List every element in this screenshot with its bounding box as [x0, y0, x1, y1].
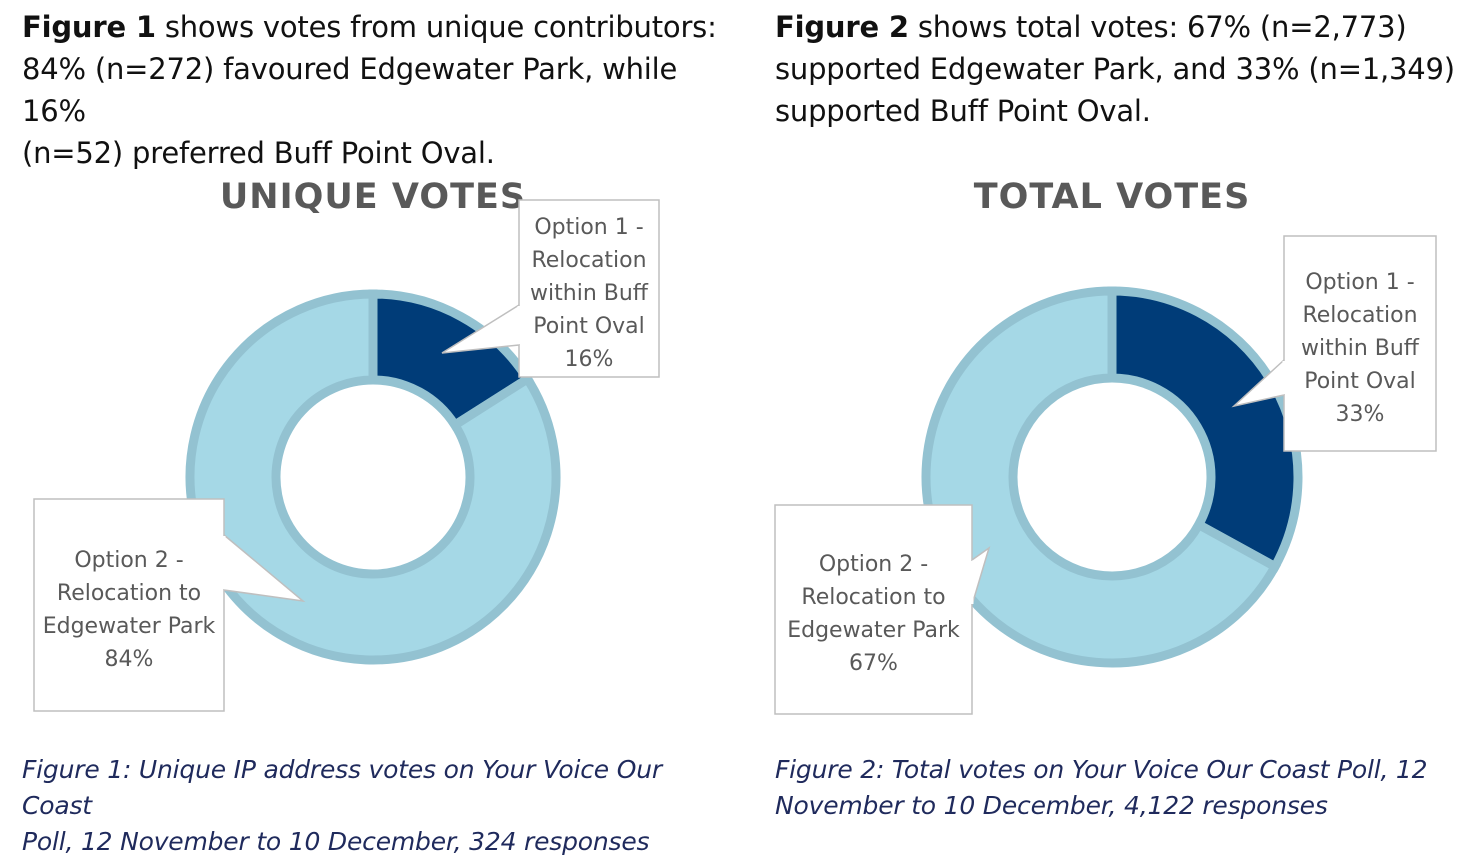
data-label-text: Edgewater Park	[787, 618, 960, 643]
data-label-text: Relocation	[531, 248, 646, 273]
label-box	[33, 498, 225, 712]
caption-line: November to 10 December, 4,122 responses	[775, 791, 1328, 820]
intro-line: supported Edgewater Park, and 33% (n=1,3…	[775, 52, 1455, 86]
data-label-text: Option 2 -	[819, 552, 928, 577]
intro-line: Figure 1 shows votes from unique contrib…	[22, 6, 722, 48]
data-label-text: Point Oval	[533, 314, 645, 339]
data-label-text: Relocation	[1302, 303, 1417, 328]
slice-option-1	[1107, 286, 1303, 573]
label-pointer	[223, 534, 306, 603]
data-label-option-1: Option 1 - Relocation within Buff Point Ova…	[441, 199, 660, 378]
data-label-text: Option 1 -	[534, 215, 643, 240]
data-label-text: within Buff	[530, 281, 649, 306]
data-label-option-1: Option 1 - Relocation within Buff Point Ova…	[1231, 235, 1437, 452]
label-box	[1283, 235, 1437, 452]
caption-line: Poll, 12 November to 10 December, 324 re…	[22, 827, 650, 856]
data-label-text: Option 1 -	[1305, 270, 1414, 295]
label-box	[774, 504, 973, 715]
intro-bold: Figure 2	[775, 10, 909, 44]
data-label-text: Edgewater Park	[43, 614, 216, 639]
label-pointer	[971, 546, 991, 606]
total-votes-donut-chart: TOTAL VOTES Option 1 - Relocation within Bu…	[774, 177, 1437, 715]
chart-title: TOTAL VOTES	[974, 177, 1251, 217]
label-box	[518, 199, 660, 378]
caption-line: Figure 2: Total votes on Your Voice Our …	[775, 755, 1428, 784]
intro-line: Figure 2 shows total votes: 67% (n=2,773…	[775, 6, 1455, 48]
unique-votes-donut-chart: UNIQUE VOTES Option 1 - Relocation within B…	[33, 177, 660, 712]
intro-text: shows total votes: 67% (n=2,773)	[908, 10, 1407, 44]
data-label-text: 16%	[565, 347, 614, 372]
data-label-text: Relocation to	[801, 585, 945, 610]
intro-text: shows votes from unique contributors:	[155, 10, 717, 44]
figure-2-intro: Figure 2 shows total votes: 67% (n=2,773…	[775, 6, 1455, 132]
figure-2-caption: Figure 2: Total votes on Your Voice Our …	[775, 752, 1455, 824]
data-label-text: 84%	[105, 647, 154, 672]
label-pointer	[441, 304, 520, 354]
chart-title: UNIQUE VOTES	[220, 177, 526, 217]
intro-bold: Figure 1	[22, 10, 156, 44]
data-label-text: within Buff	[1301, 336, 1420, 361]
label-pointer	[1231, 359, 1285, 408]
figure-1-intro: Figure 1 shows votes from unique contrib…	[22, 6, 722, 174]
intro-line: 84% (n=272) favoured Edgewater Park, whi…	[22, 52, 678, 128]
data-label-text: 67%	[849, 651, 898, 676]
data-label-option-2: Option 2 - Relocation to Edgewater Park 84%	[33, 498, 306, 712]
slice-option-2	[185, 289, 561, 665]
intro-line: (n=52) preferred Buff Point Oval.	[22, 136, 495, 170]
caption-line: Figure 1: Unique IP address votes on You…	[22, 755, 662, 820]
data-label-text: Option 2 -	[74, 548, 183, 573]
intro-line: supported Buff Point Oval.	[775, 94, 1151, 128]
data-label-option-2: Option 2 - Relocation to Edgewater Park 67%	[774, 504, 991, 715]
data-label-text: 33%	[1336, 402, 1385, 427]
data-label-text: Point Oval	[1304, 369, 1416, 394]
data-label-text: Relocation to	[57, 581, 201, 606]
slice-option-2	[921, 286, 1282, 668]
figure-1-caption: Figure 1: Unique IP address votes on You…	[22, 752, 722, 860]
